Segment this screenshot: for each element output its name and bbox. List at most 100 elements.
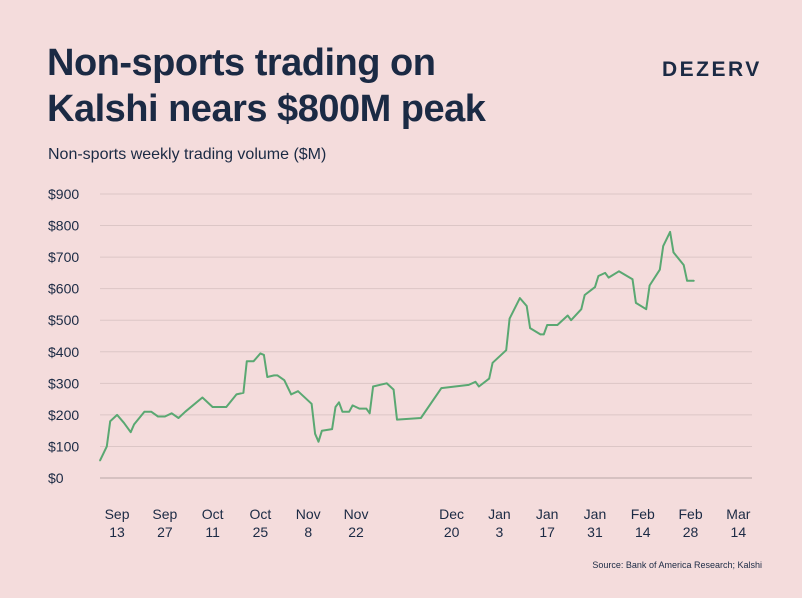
data-point [252, 360, 255, 363]
data-point [594, 286, 596, 288]
data-point [341, 410, 344, 413]
data-point [539, 333, 542, 336]
data-point [396, 418, 398, 421]
data-point [351, 404, 354, 407]
data-point [314, 433, 316, 435]
data-point [385, 382, 388, 385]
data-point [529, 327, 531, 329]
data-point [283, 379, 286, 382]
data-point [368, 412, 371, 415]
chart-subtitle: Non-sports weekly trading volume ($M) [48, 146, 327, 163]
data-point [129, 431, 132, 434]
data-point [631, 278, 634, 281]
data-point [334, 406, 337, 408]
data-point [177, 417, 180, 419]
x-tick-label-month: Sep [105, 506, 130, 522]
data-point [331, 428, 333, 430]
data-point [440, 387, 443, 389]
x-tick-label-day: 28 [683, 524, 699, 540]
y-tick-label: $0 [48, 470, 64, 486]
data-point [474, 381, 477, 383]
data-point [519, 297, 521, 299]
data-point [99, 459, 101, 462]
data-point [317, 440, 320, 443]
data-point [259, 352, 262, 355]
data-point [570, 319, 572, 322]
data-point [607, 276, 610, 279]
source-note: Source: Bank of America Research; Kalshi [592, 560, 762, 570]
data-point [276, 374, 279, 377]
x-tick-label-month: Oct [250, 506, 272, 522]
x-tick-label-day: 27 [157, 524, 173, 540]
data-point [508, 317, 511, 320]
x-tick-label-day: 11 [205, 524, 220, 540]
x-tick-label-day: 8 [304, 524, 312, 540]
data-point [686, 280, 688, 282]
data-point [266, 376, 269, 378]
data-point [225, 406, 228, 408]
x-tick-label-month: Jan [584, 506, 607, 522]
data-point [164, 415, 166, 418]
data-point [648, 284, 651, 287]
data-point [505, 349, 508, 352]
data-point [348, 410, 351, 413]
data-point [525, 305, 528, 307]
y-tick-label: $800 [48, 218, 79, 234]
data-point [543, 333, 545, 336]
y-tick-label: $700 [48, 249, 79, 265]
data-point [392, 388, 395, 391]
y-tick-label: $300 [48, 375, 79, 391]
data-point [546, 324, 548, 326]
data-point [467, 384, 470, 386]
x-tick-label-day: 31 [587, 524, 603, 540]
x-tick-label-month: Jan [536, 506, 559, 522]
x-tick-label-month: Oct [202, 506, 224, 522]
data-point [635, 302, 637, 304]
x-tick-label-day: 25 [253, 524, 269, 540]
data-point [662, 245, 664, 247]
x-tick-label-month: Nov [296, 506, 321, 522]
data-point [478, 385, 480, 388]
data-point [157, 415, 159, 418]
x-tick-label-month: Nov [344, 506, 369, 522]
y-tick-label: $200 [48, 407, 79, 423]
x-tick-label-day: 22 [348, 524, 364, 540]
data-point [365, 407, 368, 410]
x-tick-label-month: Jan [488, 506, 511, 522]
y-tick-label: $900 [48, 186, 79, 202]
data-point [246, 360, 248, 363]
brand-logo: DEZERV [662, 58, 762, 81]
data-point [372, 385, 374, 388]
data-point [420, 417, 422, 419]
chart-title-line-1: Non-sports trading on [47, 42, 436, 84]
data-point [682, 264, 685, 266]
data-point [123, 422, 125, 424]
x-tick-label-day: 3 [495, 524, 503, 540]
data-point [184, 410, 187, 413]
data-point [488, 377, 491, 380]
x-tick-label-month: Mar [726, 506, 750, 522]
data-point [150, 410, 152, 413]
data-point [106, 445, 108, 448]
data-point [235, 393, 238, 396]
data-point [143, 410, 146, 413]
data-point [242, 392, 245, 394]
data-point [659, 268, 661, 271]
data-point [693, 280, 695, 282]
data-point [672, 251, 675, 254]
data-point [290, 393, 293, 396]
data-point [358, 407, 361, 410]
data-point [310, 403, 313, 405]
x-tick-label-month: Dec [439, 506, 464, 522]
data-point [597, 275, 600, 277]
data-point [604, 272, 606, 274]
x-tick-label-day: 20 [444, 524, 460, 540]
data-point [580, 308, 583, 311]
data-point [583, 294, 586, 296]
x-tick-label-day: 17 [539, 524, 555, 540]
x-tick-label-month: Sep [152, 506, 177, 522]
data-point [263, 354, 265, 356]
y-tick-label: $500 [48, 312, 79, 328]
x-tick-label-day: 13 [109, 524, 125, 540]
data-point [566, 314, 569, 317]
